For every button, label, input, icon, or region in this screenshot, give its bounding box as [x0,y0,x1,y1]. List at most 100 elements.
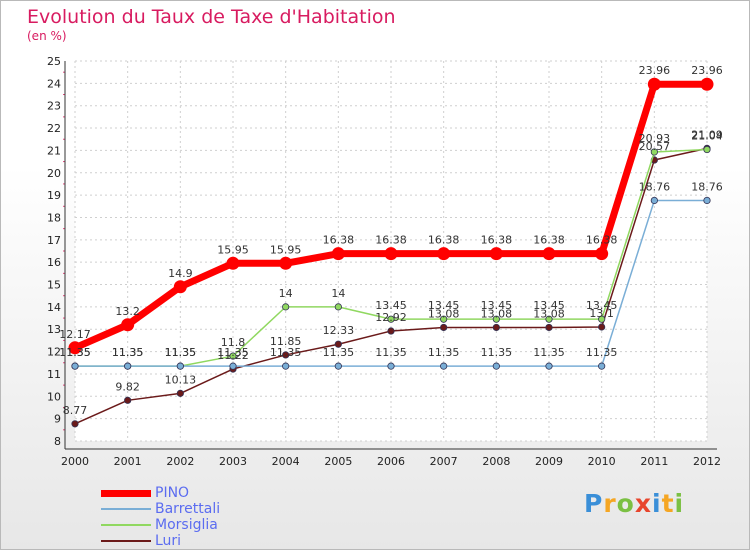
x-tick-label: 2009 [535,455,563,468]
data-label-barrettali: 11.35 [59,346,91,359]
data-label-barrettali: 11.35 [533,346,565,359]
data-point-luri [334,340,342,348]
y-tick-label: 14 [47,301,61,314]
data-label-luri: 13.08 [533,307,565,320]
data-point-pino [68,341,82,355]
data-label-luri: 12.92 [375,311,407,324]
data-label-luri: 20.57 [639,140,671,153]
x-tick-label: 2002 [166,455,194,468]
y-tick-label: 18 [47,211,61,224]
data-label-pino: 16.38 [375,234,407,247]
data-label-pino: 23.96 [691,64,723,77]
data-point-pino [121,318,135,332]
data-label-luri: 21.09 [691,128,723,141]
y-tick-label: 11 [47,368,61,381]
data-point-barrettali [545,362,553,370]
data-label-luri: 8.77 [63,404,88,417]
data-point-morsiglia [492,315,500,323]
data-label-pino: 16.38 [586,234,618,247]
logo-letter: P [584,489,604,518]
y-tick-label: 16 [47,256,61,269]
y-tick-label: 8 [54,435,61,448]
data-label-morsiglia: 13.45 [428,299,460,312]
data-point-barrettali [387,362,395,370]
data-label-pino: 16.38 [533,234,565,247]
x-tick-label: 2012 [693,455,721,468]
data-point-barrettali [229,362,237,370]
data-point-barrettali [282,362,290,370]
y-tick-label: 13 [47,323,61,336]
data-point-pino [489,247,503,261]
y-tick-label: 25 [47,55,61,68]
data-point-pino [437,247,451,261]
y-tick-label: 24 [47,77,61,90]
x-tick-label: 2000 [61,455,89,468]
x-tick-label: 2001 [114,455,142,468]
data-label-pino: 16.38 [481,234,513,247]
legend-label: Morsiglia [155,517,218,533]
data-label-barrettali: 11.35 [586,346,618,359]
y-tick-label: 17 [47,234,61,247]
data-point-luri [440,323,448,332]
data-point-morsiglia [229,352,237,360]
data-label-morsiglia: 13.45 [533,299,565,312]
data-label-morsiglia: 11.8 [221,336,246,349]
data-label-pino: 16.38 [323,234,355,247]
data-point-morsiglia [650,148,658,156]
legend-swatch [101,524,151,526]
x-tick-label: 2008 [482,455,510,468]
data-label-pino: 14.9 [168,267,193,280]
y-tick-label: 19 [47,189,61,202]
data-point-pino [384,247,398,261]
y-tick-label: 20 [47,167,61,180]
data-point-pino [226,256,240,270]
y-tick-label: 15 [47,279,61,292]
data-label-morsiglia: 11.35 [112,346,144,359]
data-label-morsiglia: 14 [279,287,293,300]
data-label-barrettali: 11.35 [165,346,197,359]
data-label-morsiglia: 13.45 [481,299,513,312]
data-label-barrettali: 11.35 [323,346,355,359]
y-tick-label: 23 [47,100,61,113]
data-point-luri [492,323,500,332]
data-label-barrettali: 11.35 [217,346,249,359]
data-point-pino [542,247,556,261]
data-label-luri: 12.33 [323,324,355,337]
data-label-morsiglia: 13.45 [586,299,618,312]
proxiti-logo: Proxiti [584,489,684,518]
data-label-luri: 9.82 [115,380,140,393]
data-label-pino: 16.38 [428,234,460,247]
data-point-barrettali [71,362,79,370]
chart-subtitle: (en %) [27,29,67,43]
data-label-morsiglia: 14 [331,287,345,300]
x-tick-label: 2010 [588,455,616,468]
data-point-luri [176,389,184,397]
logo-letter: i [674,489,685,518]
data-point-pino [700,77,714,91]
legend-swatch [101,490,151,497]
data-label-barrettali: 18.76 [639,180,671,193]
data-label-morsiglia: 11.35 [59,346,91,359]
logo-letter: t [661,489,675,518]
chart-title: Evolution du Taux de Taxe d'Habitation [27,6,396,28]
data-point-luri [282,351,290,359]
y-tick-label: 22 [47,122,61,135]
data-point-pino [173,280,187,294]
data-label-barrettali: 11.35 [428,346,460,359]
data-label-luri: 13.08 [428,307,460,320]
data-point-morsiglia [545,315,553,323]
data-label-barrettali: 11.35 [270,346,302,359]
logo-letter: r [603,489,617,518]
data-label-pino: 13.2 [115,305,140,318]
data-point-luri [545,323,553,332]
data-point-morsiglia [598,315,606,323]
y-tick-label: 9 [54,413,61,426]
legend-label: Barrettali [155,501,221,517]
y-tick-label: 21 [47,144,61,157]
x-tick-label: 2005 [324,455,352,468]
x-tick-label: 2003 [219,455,247,468]
data-point-luri [124,396,132,404]
y-tick-label: 10 [47,390,61,403]
legend-swatch [101,508,151,510]
